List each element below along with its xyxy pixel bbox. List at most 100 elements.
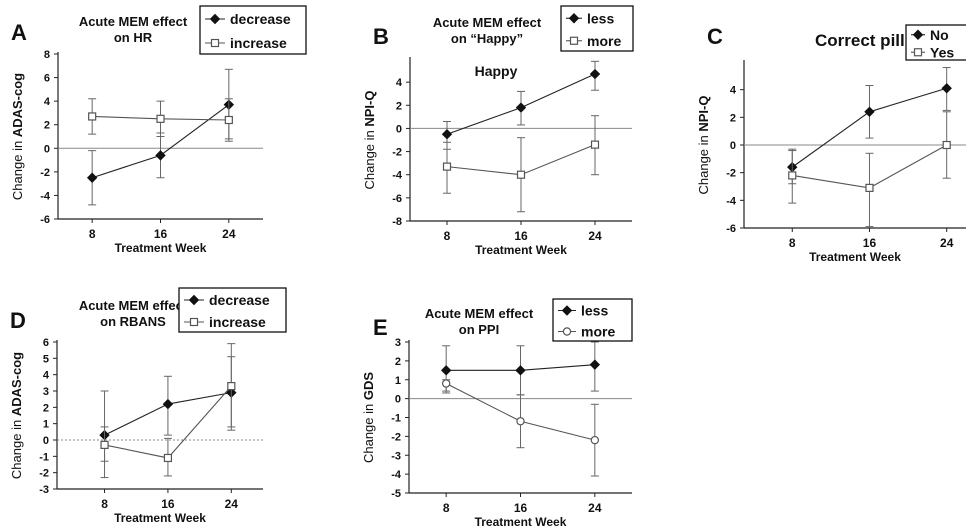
- data-point: [864, 106, 875, 118]
- panel-letter: B: [373, 24, 389, 49]
- y-tick-label: -1: [391, 413, 401, 425]
- legend-label: increase: [209, 314, 266, 330]
- y-tick-label: -2: [391, 431, 401, 443]
- y-axis-label-prefix: Change in: [361, 400, 376, 463]
- y-tick-label: 1: [43, 419, 49, 431]
- data-point: [88, 112, 97, 121]
- data-point: [589, 68, 601, 80]
- x-tick-label: 24: [588, 229, 602, 243]
- y-tick-label: 3: [43, 386, 49, 398]
- chart-annotation: Happy: [475, 63, 518, 79]
- chart-title: Acute MEM effect: [433, 15, 542, 30]
- series-less: [441, 60, 601, 150]
- y-axis-label: Change in ADAS-cog: [10, 73, 25, 200]
- y-tick-label: 0: [730, 140, 736, 152]
- data-point: [100, 440, 109, 449]
- legend-marker: [569, 36, 579, 45]
- legend-marker: [568, 13, 580, 24]
- y-tick-label: 2: [43, 402, 49, 414]
- chart-title: on RBANS: [100, 314, 166, 329]
- x-tick-label: 24: [588, 501, 602, 515]
- y-tick-label: -2: [39, 468, 49, 480]
- data-point: [515, 365, 526, 376]
- panel-letter: A: [11, 20, 27, 45]
- legend-marker: [561, 305, 573, 316]
- y-tick-label: 2: [44, 120, 50, 132]
- legend-label: Yes: [930, 44, 954, 60]
- y-tick-label: -6: [726, 223, 736, 235]
- data-point: [941, 83, 952, 94]
- y-tick-label: -3: [39, 484, 49, 496]
- y-axis-label-measure: ADAS-cog: [9, 352, 24, 416]
- y-tick-label: -2: [726, 168, 736, 180]
- legend-label: more: [581, 324, 615, 340]
- chart-title: Acute MEM effect: [79, 14, 188, 29]
- data-point: [865, 183, 874, 192]
- y-tick-label: -5: [391, 488, 401, 500]
- y-tick-label: -2: [392, 147, 402, 159]
- data-point: [155, 150, 166, 161]
- data-point: [440, 365, 452, 376]
- y-axis-label-prefix: Change in: [9, 416, 24, 479]
- y-axis-label: Change in NPI-Q: [362, 90, 377, 189]
- series-more: [441, 379, 600, 477]
- y-tick-label: -2: [40, 167, 50, 179]
- data-point: [162, 398, 174, 410]
- legend-label: less: [587, 10, 614, 26]
- x-tick-label: 16: [863, 236, 877, 250]
- y-tick-label: -4: [392, 170, 403, 182]
- x-axis-label: Treatment Week: [475, 243, 567, 257]
- series-increase: [100, 343, 236, 477]
- data-point: [590, 140, 600, 149]
- legend-label: No: [930, 27, 949, 43]
- x-axis-label: Treatment Week: [115, 241, 207, 255]
- data-point: [942, 140, 951, 150]
- data-point: [441, 129, 453, 140]
- series-less: [440, 341, 601, 396]
- x-axis-label: Treatment Week: [475, 515, 567, 529]
- y-tick-label: -1: [39, 451, 49, 463]
- legend-box: [178, 287, 287, 333]
- data-point: [516, 170, 526, 179]
- y-axis-label-prefix: Change in: [362, 127, 377, 190]
- data-point: [590, 435, 600, 445]
- y-tick-label: 3: [395, 337, 401, 349]
- series-more: [442, 115, 600, 213]
- chart-title: on “Happy”: [451, 31, 523, 46]
- y-axis-label-measure: NPI-Q: [362, 90, 377, 126]
- y-tick-label: -6: [40, 214, 50, 226]
- x-tick-label: 8: [789, 236, 796, 250]
- y-tick-label: 2: [395, 356, 401, 368]
- y-tick-label: -4: [726, 195, 737, 207]
- legend-marker: [209, 13, 221, 25]
- data-point: [515, 102, 527, 113]
- y-tick-label: -4: [391, 469, 402, 481]
- legend: decrease increase: [199, 5, 307, 55]
- y-tick-label: 4: [730, 85, 737, 97]
- y-tick-label: 1: [395, 375, 401, 387]
- x-tick-label: 16: [161, 497, 175, 511]
- data-point: [441, 379, 451, 388]
- chart-title: on HR: [114, 30, 153, 45]
- y-tick-label: 6: [44, 73, 50, 85]
- x-tick-label: 8: [89, 227, 96, 241]
- data-point: [156, 114, 165, 123]
- series-increase: [88, 98, 233, 142]
- y-tick-label: 4: [43, 370, 50, 382]
- legend: less more: [552, 298, 633, 342]
- y-tick-label: 0: [395, 394, 401, 406]
- y-tick-label: 8: [44, 49, 50, 61]
- legend-marker: [189, 317, 199, 327]
- legend-marker: [562, 327, 572, 336]
- legend-label: increase: [230, 35, 287, 51]
- y-tick-label: 0: [44, 143, 50, 155]
- x-tick-label: 16: [514, 501, 528, 515]
- series-decrease: [86, 68, 235, 206]
- x-tick-label: 24: [222, 227, 236, 241]
- series-yes: [788, 111, 951, 228]
